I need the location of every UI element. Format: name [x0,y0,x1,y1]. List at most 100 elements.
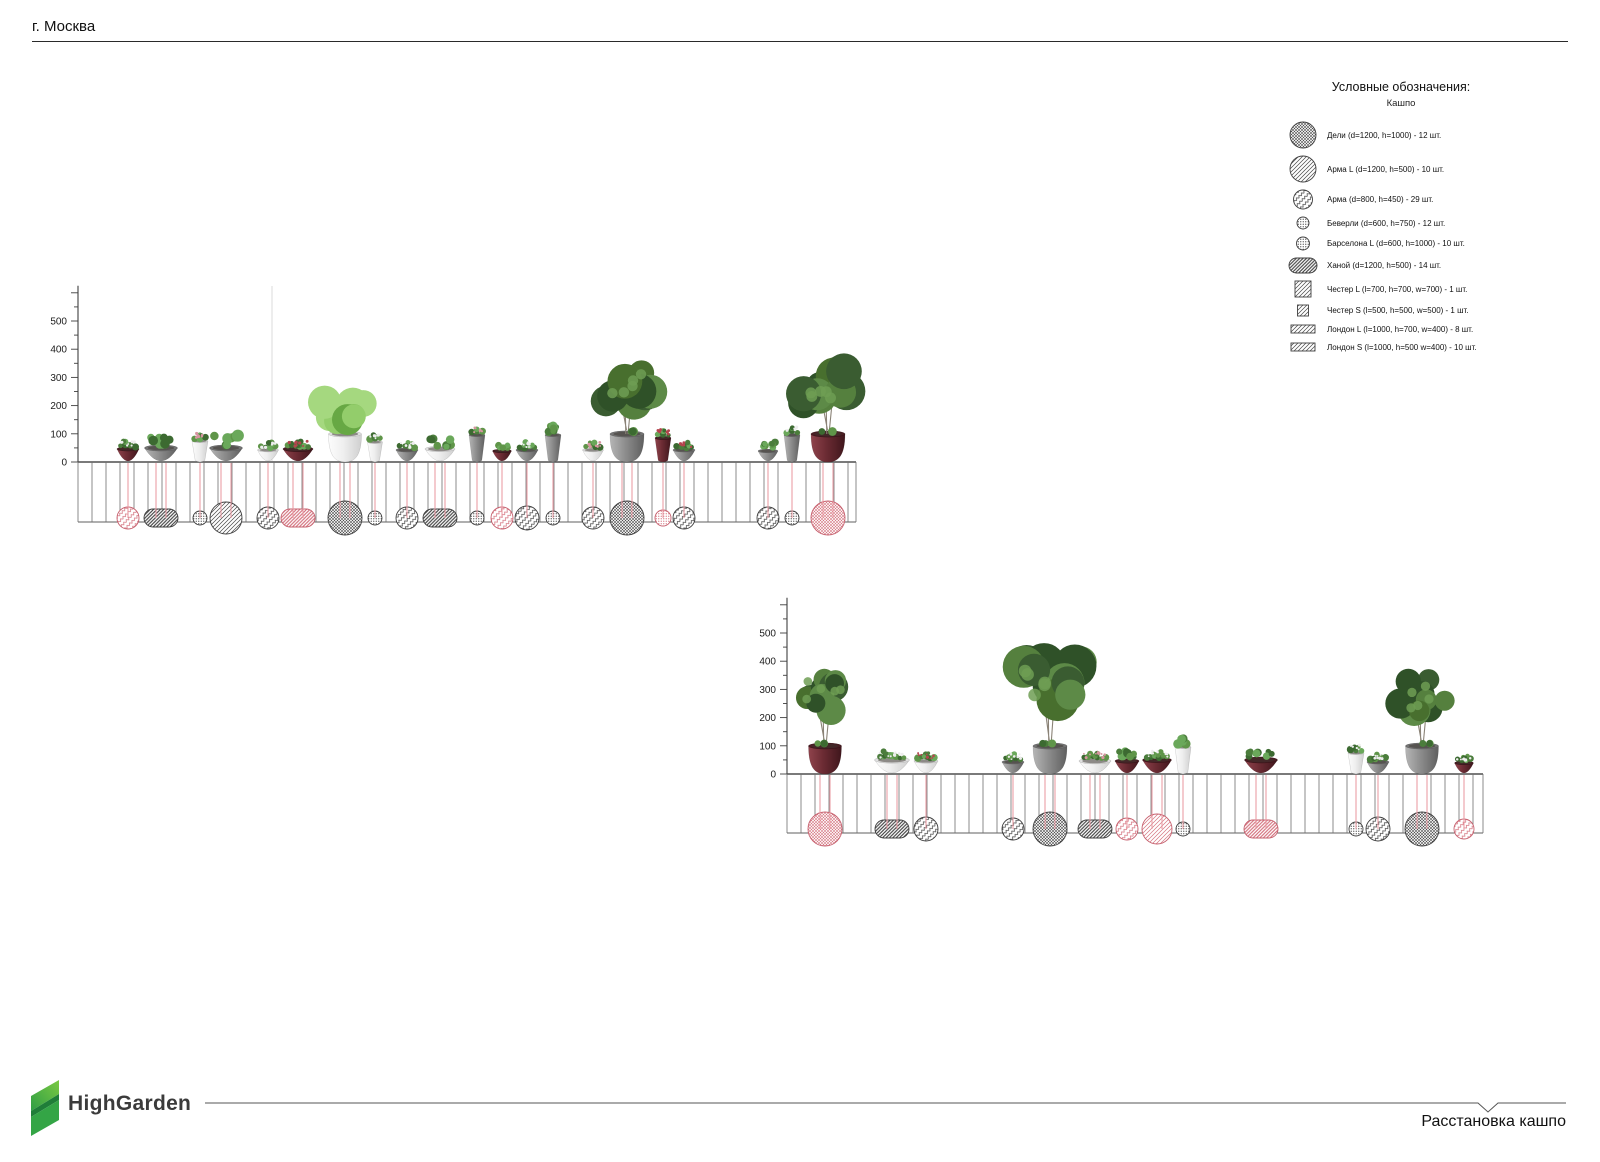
header-divider [32,41,1568,42]
planter-symbol-icon [1287,254,1319,277]
legend-item: Честер S (l=500, h=500, w=500) - 1 шт. [1247,301,1555,320]
plan-symbol [327,500,363,536]
pot [1366,751,1390,774]
pot [1173,734,1192,775]
pot [544,421,562,463]
location-title: г. Москва [32,18,96,35]
pot [308,385,377,463]
pot [144,433,178,462]
pot [492,441,512,462]
pot [672,439,696,462]
legend-item: Ханой (d=1200, h=500) - 14 шт. [1247,254,1555,277]
plan-symbol [209,501,243,535]
legend-item-label: Арма L (d=1200, h=500) - 10 шт. [1327,164,1445,174]
legend-panel: Условные обозначения: Кашпо Дели (d=1200… [1247,80,1555,356]
pot [783,425,801,463]
legend-item: Лондон S (l=1000, h=500 w=400) - 10 шт. [1247,338,1555,356]
planter-symbol-icon [1287,338,1319,356]
legend-item: Дели (d=1200, h=1000) - 12 шт. [1247,118,1555,152]
pot [582,439,604,462]
footer-rule [205,1102,1566,1113]
axis-tick-label: 400 [50,345,67,356]
legend-item: Честер L (l=700, h=700, w=700) - 1 шт. [1247,277,1555,301]
axis-tick-label: 500 [759,629,776,640]
pot [424,434,456,462]
planter-symbol-icon [1287,301,1319,320]
plan-symbol [143,508,179,528]
pot [1002,643,1097,775]
plan-symbol [807,811,843,847]
legend-title: Условные обозначения: [1331,80,1471,94]
plan-symbol [1294,280,1312,298]
pot [1001,751,1025,774]
pot [468,426,486,463]
axis-tick-label: 400 [759,657,776,668]
legend-item: Арма (d=800, h=450) - 29 шт. [1247,186,1555,213]
plan-symbol [1243,819,1279,839]
plan-symbol [1077,819,1113,839]
pot [795,668,849,775]
legend-item-label: Лондон L (l=1000, h=700, w=400) - 8 шт. [1327,324,1474,334]
elevation-axis: 0 100 200 300 400 500 [50,285,79,469]
pot [786,353,866,463]
legend-item-label: Барселона L (d=600, h=1000) - 10 шт. [1327,239,1465,248]
planter-symbol-icon [1287,233,1319,254]
pot [366,432,383,463]
plan-symbol [1141,813,1173,845]
plan-symbol [1404,811,1440,847]
legend-item: Арма L (d=1200, h=500) - 10 шт. [1247,152,1555,186]
plan-symbol [1289,121,1317,149]
legend-item-label: Ханой (d=1200, h=500) - 14 шт. [1327,261,1442,270]
pot [1114,747,1140,774]
plan-symbol [609,500,645,536]
axis-tick-label: 0 [61,458,67,469]
elevation-2: 0 100 200 300 400 500 [759,597,1484,847]
plan-symbol [1296,216,1310,230]
planter-symbol-icon [1287,118,1319,152]
pot [191,431,209,463]
plan-symbol [1289,155,1317,183]
pot [654,428,672,463]
pot [257,439,279,462]
axis-tick-label: 0 [770,770,776,781]
plan-symbol [1032,811,1068,847]
pot [757,438,779,462]
axis-tick-label: 100 [759,741,776,752]
axis-tick-label: 100 [50,429,67,440]
elevation-1: 0 100 200 300 400 500 [50,285,866,536]
plan-symbol [874,819,910,839]
plan-symbol [1297,304,1309,317]
pot [209,429,244,462]
plan-symbol [1290,342,1316,352]
axis-tick-label: 200 [50,401,67,412]
plan-symbol [1290,324,1316,334]
plan-symbol [280,508,316,528]
planter-symbol-icon [1287,186,1319,213]
legend-items: Дели (d=1200, h=1000) - 12 шт. Арма L (d=… [1247,118,1555,356]
axis-tick-label: 500 [50,317,67,328]
legend-item-label: Дели (d=1200, h=1000) - 12 шт. [1327,130,1442,140]
legend-item-label: Лондон S (l=1000, h=500 w=400) - 10 шт. [1327,342,1477,352]
pot [1385,668,1455,775]
axis-tick-label: 300 [759,685,776,696]
pot [1078,750,1112,774]
legend-item-label: Честер S (l=500, h=500, w=500) - 1 шт. [1327,306,1469,315]
legend-item-label: Честер L (l=700, h=700, w=700) - 1 шт. [1327,284,1468,294]
pot [116,438,140,462]
planter-symbol-icon [1287,213,1319,233]
planter-symbol-icon [1287,152,1319,186]
legend-item: Барселона L (d=600, h=1000) - 10 шт. [1247,233,1555,254]
plan-symbol [1296,236,1310,251]
pot [1244,748,1278,774]
legend-item-label: Беверли (d=600, h=750) - 12 шт. [1327,218,1446,228]
legend-item: Лондон L (l=1000, h=700, w=400) - 8 шт. [1247,320,1555,338]
axis-tick-label: 200 [759,713,776,724]
pot [1454,753,1474,774]
brand-name: HighGarden [68,1092,192,1115]
pot [590,360,668,463]
legend-item: Беверли (d=600, h=750) - 12 шт. [1247,213,1555,233]
pot [282,438,314,462]
pot [874,748,910,774]
legend-item-label: Арма (d=800, h=450) - 29 шт. [1327,195,1434,204]
elevation-axis: 0 100 200 300 400 500 [759,597,788,781]
